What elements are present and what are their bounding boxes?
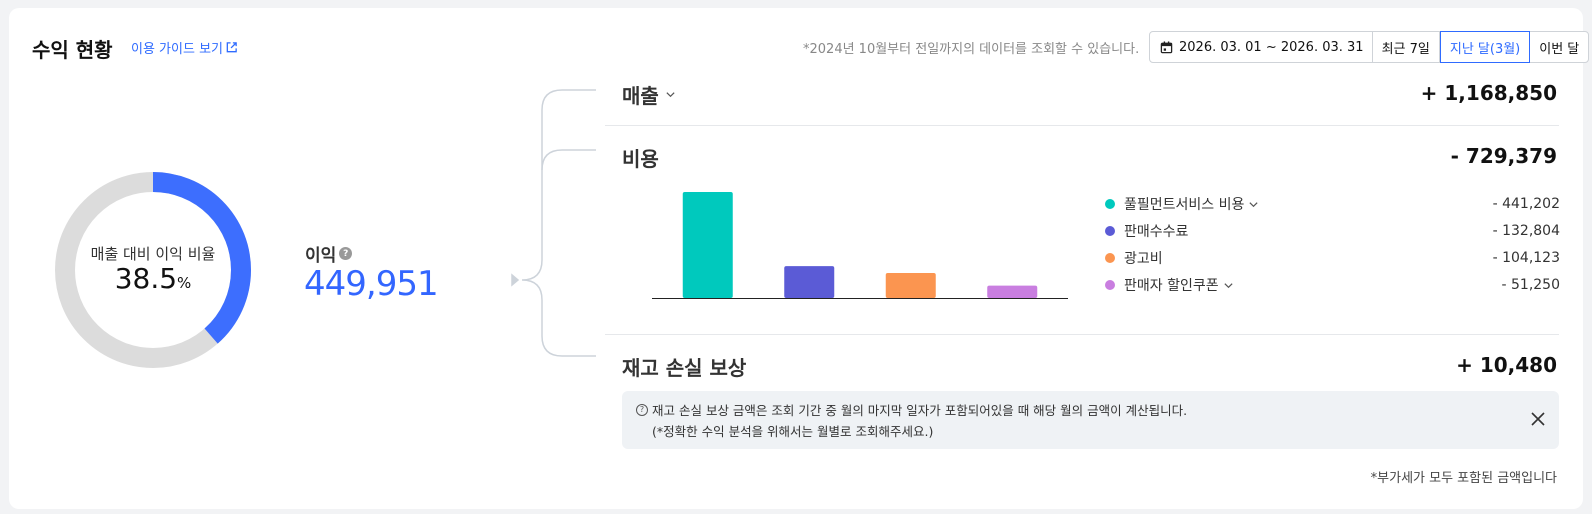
legend-amount: - 104,123 xyxy=(1492,250,1560,266)
date-range-text: 2026. 03. 01 ~ 2026. 03. 31 xyxy=(1179,39,1364,55)
close-icon[interactable] xyxy=(1529,410,1547,428)
profit-ratio-arc xyxy=(55,172,251,368)
period-this-month[interactable]: 이번 달 xyxy=(1539,41,1580,57)
inventory-compensation-label: 재고 손실 보상 xyxy=(622,356,747,380)
legend-dot xyxy=(1105,280,1115,290)
cost-value: - 729,379 xyxy=(1450,144,1557,168)
profit-ratio-donut xyxy=(55,172,251,368)
legend-item-advertising: 광고비 - 104,123 xyxy=(1105,248,1560,268)
fulfillment-cost-toggle[interactable]: 풀필먼트서비스 비용 xyxy=(1124,194,1259,214)
info-line: (*정확한 수익 분석을 위해서는 월별로 조회해주세요.) xyxy=(652,424,934,439)
profit-label: 이익 ? xyxy=(305,241,353,266)
period-selector: 2026. 03. 01 ~ 2026. 03. 31 최근 7일 지난 달(3… xyxy=(1149,31,1590,63)
help-icon[interactable]: ? xyxy=(339,247,353,260)
legend-item-fulfillment: 풀필먼트서비스 비용 - 441,202 xyxy=(1105,194,1560,214)
usage-guide-label: 이용 가이드 보기 xyxy=(131,42,223,57)
page-title: 수익 현황 xyxy=(32,38,113,62)
legend-dot xyxy=(1105,199,1115,209)
info-line: ? 재고 손실 보상 금액은 조회 기간 중 월의 마지막 일자가 포함되어있을… xyxy=(636,400,1187,419)
chevron-down-icon xyxy=(1249,201,1258,207)
legend-dot xyxy=(1105,226,1115,236)
cost-bar xyxy=(682,192,733,298)
profit-ratio-label: 매출 대비 이익 비율 xyxy=(90,245,216,263)
legend-amount: - 51,250 xyxy=(1501,277,1561,293)
seller-coupon-toggle[interactable]: 판매자 할인쿠폰 xyxy=(1124,275,1234,295)
legend-label: 판매수수료 xyxy=(1124,224,1189,240)
cost-bar xyxy=(987,285,1038,298)
profit-value: 449,951 xyxy=(304,264,439,304)
info-banner xyxy=(622,391,1559,449)
legend-label: 광고비 xyxy=(1124,251,1163,267)
sales-label: 매출 xyxy=(622,84,659,108)
period-last-7-days[interactable]: 최근 7일 xyxy=(1373,32,1440,62)
breakdown-bracket xyxy=(511,89,596,357)
calendar-icon xyxy=(1160,40,1173,53)
legend-dot xyxy=(1105,253,1115,263)
divider xyxy=(605,125,1559,126)
vat-footnote: *부가세가 모두 포함된 금액입니다 xyxy=(1370,471,1557,486)
divider xyxy=(605,334,1559,335)
legend-item-coupon: 판매자 할인쿠폰 - 51,250 xyxy=(1105,275,1560,295)
cost-bar xyxy=(885,272,936,298)
profit-ratio-value: 38.5% xyxy=(114,262,192,295)
sales-toggle[interactable]: 매출 xyxy=(622,80,676,109)
legend-amount: - 132,804 xyxy=(1492,223,1560,239)
question-icon: ? xyxy=(636,403,648,416)
external-link-icon xyxy=(226,42,237,53)
legend-amount: - 441,202 xyxy=(1492,196,1560,212)
cost-bar-chart xyxy=(652,192,1068,299)
date-range-picker[interactable]: 2026. 03. 01 ~ 2026. 03. 31 xyxy=(1150,32,1373,62)
legend-item-commission: 판매수수료 - 132,804 xyxy=(1105,221,1560,241)
chevron-down-icon xyxy=(666,92,675,98)
usage-guide-link[interactable]: 이용 가이드 보기 xyxy=(131,38,238,57)
data-availability-notice: *2024년 10월부터 전일까지의 데이터를 조회할 수 있습니다. xyxy=(803,42,1140,57)
cost-bar xyxy=(784,266,835,298)
sales-value: + 1,168,850 xyxy=(1420,81,1557,105)
period-last-month[interactable]: 지난 달(3월) xyxy=(1439,31,1531,63)
chevron-down-icon xyxy=(1224,282,1233,288)
inventory-compensation-value: + 10,480 xyxy=(1456,353,1557,377)
cost-label: 비용 xyxy=(622,147,659,171)
